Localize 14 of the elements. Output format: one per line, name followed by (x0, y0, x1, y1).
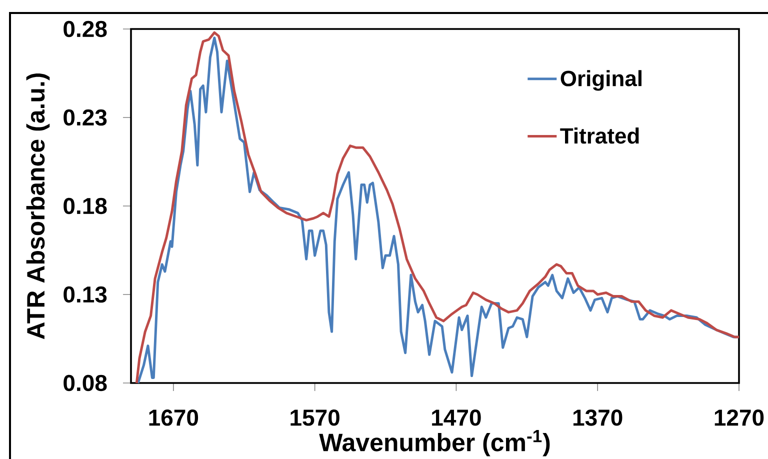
y-tick-label: 0.18 (64, 198, 107, 214)
y-tick-label: 0.28 (64, 20, 107, 38)
legend-label: Titrated (560, 128, 639, 144)
x-tick-label: 1270 (714, 410, 764, 426)
y-tick-label: 0.23 (64, 109, 107, 126)
x-tick-label: 1370 (573, 410, 622, 426)
x-axis-title: Wavenumber (cm$^{-1}$) (319, 430, 550, 456)
x-tick-label: 1470 (432, 410, 481, 426)
x-tick-label: 1670 (149, 410, 198, 426)
y-axis-title: ATR Absorbance (a.u.) (26, 73, 50, 340)
y-tick-label: 0.13 (64, 286, 107, 303)
legend-label: Original (560, 70, 642, 91)
y-tick-label: 0.08 (64, 374, 107, 392)
x-tick-label: 1570 (290, 410, 340, 426)
